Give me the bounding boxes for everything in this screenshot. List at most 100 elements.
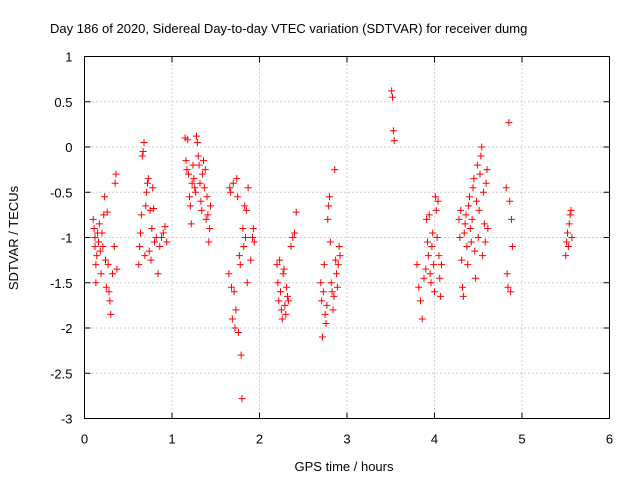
data-point [334, 261, 342, 269]
data-point [154, 270, 162, 278]
data-point [458, 256, 466, 264]
data-point [236, 261, 244, 269]
data-point [470, 175, 478, 183]
data-point [469, 184, 477, 192]
data-point [327, 279, 335, 287]
data-point [186, 193, 193, 201]
data-point [415, 283, 423, 291]
data-point [483, 166, 491, 174]
data-point [455, 215, 463, 223]
data-point [183, 166, 191, 174]
data-point [144, 175, 152, 183]
x-tick-label: 6 [606, 432, 613, 447]
data-point [95, 220, 103, 228]
data-point [326, 193, 333, 201]
data-point [276, 256, 284, 264]
data-point [139, 148, 147, 156]
data-point [330, 292, 338, 300]
data-point [146, 206, 154, 214]
data-point [243, 279, 251, 287]
data-point [235, 329, 242, 337]
data-point [273, 261, 281, 269]
data-point [473, 161, 481, 169]
data-point [457, 206, 465, 214]
data-point [193, 138, 201, 146]
data-point [389, 127, 397, 135]
data-point [508, 215, 515, 223]
data-point [135, 261, 143, 269]
data-point [284, 297, 292, 305]
y-tick-label: -2 [61, 321, 73, 336]
data-point [92, 279, 100, 287]
data-point [195, 161, 203, 169]
data-point [502, 184, 510, 192]
data-point [388, 87, 396, 95]
data-point [465, 202, 473, 210]
data-point [143, 188, 151, 196]
data-point [226, 184, 234, 192]
data-point [193, 132, 200, 140]
data-point [207, 202, 214, 210]
data-point [568, 234, 576, 241]
x-axis-label: GPS time / hours [295, 459, 394, 474]
data-point [335, 243, 343, 251]
data-point [333, 270, 340, 278]
data-point [437, 292, 445, 300]
data-point [199, 170, 207, 178]
data-point [468, 215, 476, 223]
data-point [287, 243, 295, 251]
data-point [97, 270, 105, 278]
data-point [479, 252, 487, 260]
data-point [110, 243, 118, 251]
data-point [319, 288, 327, 296]
data-point [323, 301, 331, 309]
data-point [319, 333, 326, 341]
data-point [282, 310, 290, 318]
data-point [481, 238, 489, 246]
data-point [203, 193, 211, 201]
data-point [280, 265, 288, 273]
data-point [230, 288, 238, 296]
data-point [456, 234, 464, 241]
data-point [194, 152, 202, 160]
data-point [432, 206, 440, 214]
data-point [284, 292, 291, 300]
data-point [478, 143, 486, 151]
data-point [565, 220, 573, 228]
data-point [474, 234, 482, 241]
data-point [102, 283, 110, 291]
data-point [472, 274, 480, 282]
x-tick-label: 4 [431, 432, 438, 447]
data-point [475, 206, 483, 214]
data-point [425, 211, 433, 219]
data-point [92, 261, 100, 269]
data-point [144, 179, 151, 187]
data-point [156, 243, 164, 251]
data-point [461, 220, 469, 228]
data-point [142, 202, 150, 210]
data-point [275, 297, 283, 305]
data-point [274, 279, 282, 287]
data-point [102, 256, 109, 264]
data-point [189, 161, 197, 169]
data-point [508, 243, 516, 251]
data-point [244, 184, 252, 192]
data-point [418, 315, 426, 323]
data-point [459, 283, 466, 291]
data-point [482, 179, 490, 187]
data-point [431, 193, 439, 201]
data-point [424, 252, 432, 260]
data-point [503, 270, 511, 278]
data-point [187, 220, 195, 228]
data-point [292, 208, 300, 216]
x-tick-label: 1 [168, 432, 175, 447]
data-point [105, 288, 113, 296]
data-point [429, 229, 437, 237]
data-point [242, 206, 250, 214]
data-point [151, 238, 158, 246]
data-point [278, 315, 286, 323]
data-point [506, 197, 514, 205]
data-point [563, 238, 571, 246]
data-point [484, 224, 492, 232]
